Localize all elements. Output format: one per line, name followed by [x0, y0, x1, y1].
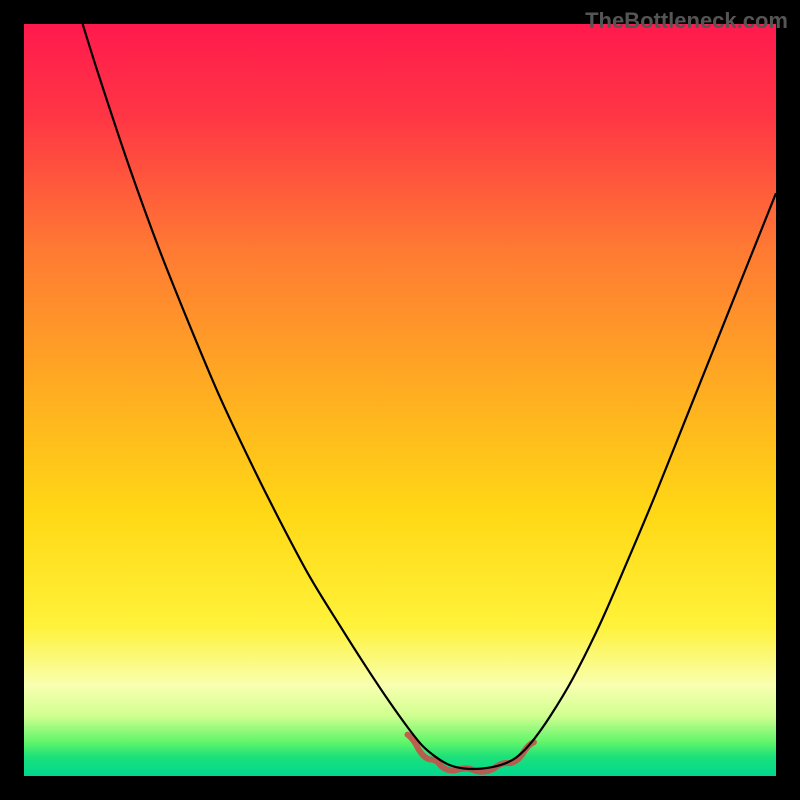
watermark-text: TheBottleneck.com	[585, 8, 788, 34]
bottleneck-chart	[0, 0, 800, 800]
chart-container: { "watermark": { "text": "TheBottleneck.…	[0, 0, 800, 800]
gradient-background	[24, 24, 776, 776]
